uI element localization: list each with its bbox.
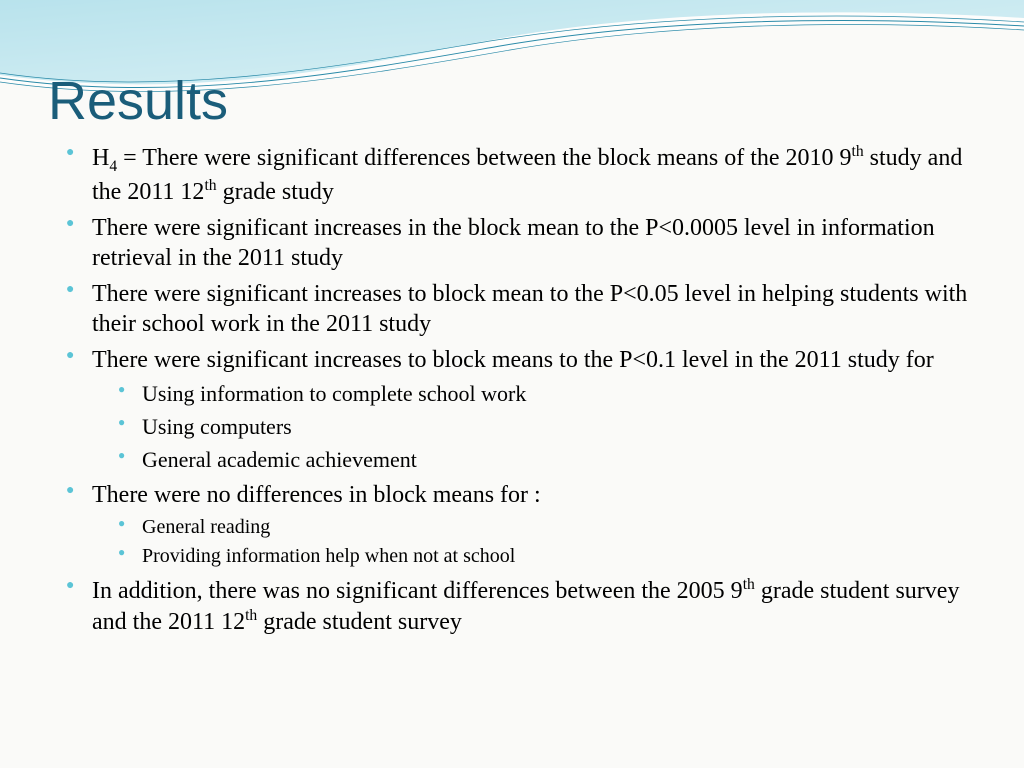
bullet-item: There were no differences in block means…: [60, 480, 984, 569]
bullet-item: In addition, there was no significant di…: [60, 575, 984, 637]
bullet-list: H4 = There were significant differences …: [60, 142, 984, 637]
sub-bullet-list: Using information to complete school wor…: [92, 379, 984, 474]
bullet-item: There were significant increases in the …: [60, 213, 984, 273]
sub-bullet-item: General reading: [112, 514, 984, 540]
sub-bullet-item: General academic achievement: [112, 445, 984, 475]
bullet-item: There were significant increases to bloc…: [60, 345, 984, 474]
sub-bullet-item: Using computers: [112, 412, 984, 442]
slide-content: H4 = There were significant differences …: [60, 142, 984, 643]
bullet-item: There were significant increases to bloc…: [60, 279, 984, 339]
slide-title: Results: [48, 70, 228, 132]
sub-bullet-item: Providing information help when not at s…: [112, 543, 984, 569]
sub-bullet-item: Using information to complete school wor…: [112, 379, 984, 409]
sub-bullet-list: General reading Providing information hel…: [92, 514, 984, 569]
bullet-item: H4 = There were significant differences …: [60, 142, 984, 207]
